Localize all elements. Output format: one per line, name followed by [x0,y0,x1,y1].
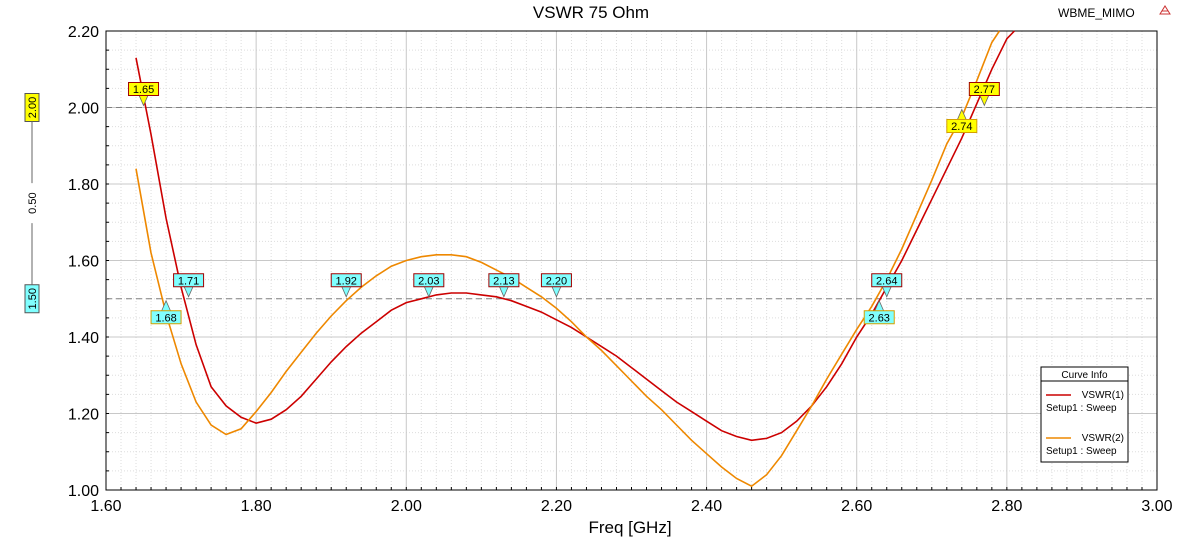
marker-label: 2.74 [951,121,972,133]
x-axis-label: Freq [GHz] [588,518,671,537]
axes: 1.60 1.80 2.00 2.20 2.40 2.60 2.80 3.00 1.00 1.20… [68,24,1173,515]
reference-tag-label: 1.50 [27,288,39,309]
legend: Curve Info VSWR(1) Setup1 : Sweep VSWR(2) Se… [1040,366,1129,463]
marker-label-box [946,119,978,133]
marker: 2.74 [946,108,978,133]
marker-label: 1.68 [155,312,176,324]
marker-label-box [330,273,362,288]
marker: 2.13 [488,273,520,298]
project-label: WBME_MIMO [1058,6,1135,20]
delta-label: 0.50 [27,192,39,213]
reference-tag-label: 2.00 [27,97,39,118]
legend-entry-setup: Setup1 : Sweep [1046,446,1117,457]
marker-label: 1.92 [336,275,357,287]
marker: 1.92 [330,273,362,298]
y-tick-label: 2.00 [68,101,99,118]
legend-title: Curve Info [1061,370,1108,381]
series-line [135,30,1015,442]
legend-entry-name: VSWR(2) [1082,433,1124,444]
reference-lines: 2.00 1.50 0.50 [24,93,1157,314]
marker-label-box [150,310,182,325]
x-tick-label: 2.00 [391,498,422,515]
marker-label-box [488,273,520,288]
series-layer [135,30,1015,488]
marker: 2.63 [863,299,895,325]
y-tick-label: 1.60 [68,254,99,271]
ansys-logo-icon [1159,5,1171,15]
x-tick-label: 2.20 [541,498,572,515]
marker-label: 2.64 [876,275,897,287]
marker-label-box [968,82,1000,96]
x-tick-label: 2.40 [691,498,722,515]
y-tick-label: 1.80 [68,177,99,194]
marker: 1.65 [128,82,160,107]
x-tick-label: 1.80 [241,498,272,515]
marker: 2.03 [413,273,445,298]
marker: 2.20 [540,273,572,298]
y-tick-label: 1.20 [68,407,99,424]
markers-layer: 1.65 2.77 2.74 1.71 1.68 1.92 2.03 2.13 2.20 2.64… [128,82,1000,325]
y-tick-label: 2.20 [68,24,99,41]
marker: 2.77 [968,82,1000,107]
reference-tag: 1.50 [24,284,40,314]
marker-label: 1.71 [178,275,199,287]
legend-entry-setup: Setup1 : Sweep [1046,403,1117,414]
marker-label-box [128,82,160,96]
marker-label-box [413,273,445,288]
chart-title: VSWR 75 Ohm [533,3,649,22]
y-tick-label: 1.00 [68,483,99,500]
series-line [135,30,1001,488]
marker-label: 1.65 [133,84,154,96]
marker-label: 2.20 [546,275,567,287]
legend-box [1040,366,1129,463]
marker-label: 2.03 [418,275,439,287]
legend-entry-name: VSWR(1) [1082,390,1124,401]
x-tick-label: 2.80 [991,498,1022,515]
marker-label: 2.77 [974,84,995,96]
marker-label: 2.13 [493,275,514,287]
marker: 2.64 [871,273,903,298]
x-tick-label: 1.60 [90,498,121,515]
marker-label-box [863,310,895,325]
marker-label: 2.63 [869,312,890,324]
marker-label-box [871,273,903,288]
x-tick-label: 2.60 [841,498,872,515]
x-tick-label: 3.00 [1141,498,1172,515]
reference-tag: 2.00 [24,93,40,122]
marker: 1.68 [150,299,182,325]
marker: 1.71 [173,273,205,298]
marker-label-box [540,273,572,288]
y-tick-label: 1.40 [68,330,99,347]
marker-label-box [173,273,205,288]
